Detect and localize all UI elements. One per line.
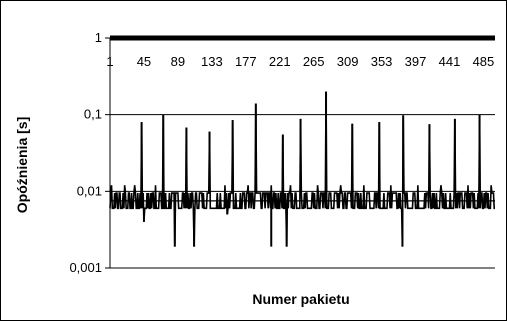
x-tick-label-7: 309 bbox=[337, 54, 359, 69]
x-tick-label-1: 45 bbox=[137, 54, 151, 69]
x-tick-label-4: 177 bbox=[235, 54, 257, 69]
x-tick-label-11: 485 bbox=[473, 54, 495, 69]
y-tick-label-1: 0,1 bbox=[84, 107, 102, 122]
y-tick-label-2: 0,01 bbox=[77, 183, 102, 198]
series-line-delay bbox=[109, 91, 496, 247]
x-tick-label-9: 397 bbox=[405, 54, 427, 69]
x-tick-label-8: 353 bbox=[371, 54, 393, 69]
x-tick-label-2: 89 bbox=[171, 54, 185, 69]
x-tick-label-5: 221 bbox=[269, 54, 291, 69]
x-tick-label-10: 441 bbox=[439, 54, 461, 69]
x-axis-title: Numer pakietu bbox=[252, 291, 349, 307]
x-tick-label-3: 133 bbox=[201, 54, 223, 69]
y-axis-title: Opóźnienia [s] bbox=[14, 117, 30, 213]
x-tick-label-6: 265 bbox=[303, 54, 325, 69]
y-tick-label-3: 0,001 bbox=[69, 260, 102, 275]
x-tick-label-0: 1 bbox=[106, 54, 113, 69]
y-tick-label-0: 1 bbox=[95, 30, 102, 45]
plot-area: 1 0,1 0,01 0,001 1 45 89 133 177 221 265 309 353 397 4… bbox=[69, 30, 496, 275]
